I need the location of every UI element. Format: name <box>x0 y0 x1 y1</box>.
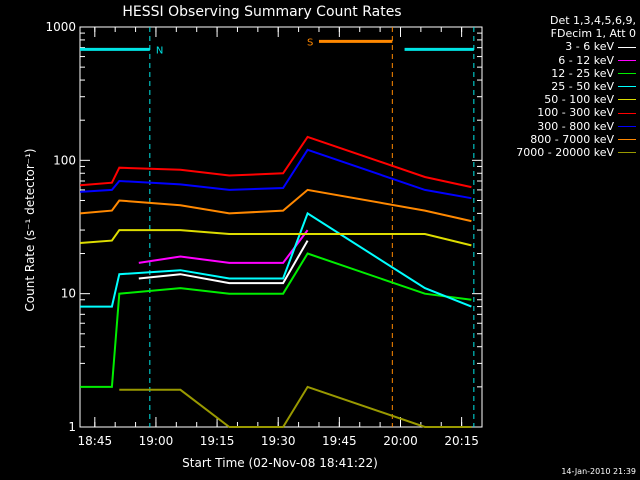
series-line <box>80 252 472 388</box>
y-tick-label: 1000 <box>45 20 76 34</box>
legend-header: FDecim 1, Att 0 <box>550 27 636 41</box>
legend-swatch <box>618 152 636 154</box>
legend-header: Det 1,3,4,5,6,9, <box>549 14 636 27</box>
series-line <box>80 135 472 189</box>
legend-swatch <box>618 86 636 88</box>
legend-label: 25 - 50 keV <box>551 80 614 94</box>
legend-entry: 100 - 300 keV <box>486 106 636 119</box>
generation-timestamp: 14-Jan-2010 21:39 <box>561 467 636 476</box>
x-tick-label: 20:00 <box>383 434 418 448</box>
legend-label: 3 - 6 keV <box>565 40 614 54</box>
series-line <box>80 148 472 200</box>
legend-entry: 300 - 800 keV <box>486 120 636 133</box>
y-tick-label: 1 <box>68 420 76 434</box>
legend-label: 6 - 12 keV <box>558 53 614 67</box>
legend-entry: 7000 - 20000 keV <box>486 146 636 159</box>
legend-label: 800 - 7000 keV <box>530 132 614 146</box>
series-line <box>119 385 472 428</box>
legend-swatch <box>618 125 636 127</box>
x-tick-label: 19:30 <box>261 434 296 448</box>
flag-label: S <box>307 37 313 48</box>
legend-entry: 25 - 50 keV <box>486 80 636 93</box>
legend-label: 50 - 100 keV <box>544 93 614 107</box>
series-line <box>138 229 309 264</box>
legend-swatch <box>618 112 636 114</box>
x-tick-label: 20:15 <box>444 434 479 448</box>
legend-label: 12 - 25 keV <box>551 66 614 80</box>
legend-swatch <box>618 138 636 140</box>
legend-entry: 6 - 12 keV <box>486 54 636 67</box>
x-tick-label: 19:45 <box>322 434 357 448</box>
series-line <box>80 211 472 308</box>
y-tick-label: 100 <box>53 153 76 167</box>
legend-swatch <box>618 46 636 48</box>
series-line <box>80 229 472 247</box>
series-line <box>138 240 309 285</box>
legend-label: 300 - 800 keV <box>537 119 614 133</box>
x-tick-label: 18:45 <box>78 434 113 448</box>
chart-title: HESSI Observing Summary Count Rates <box>122 4 401 20</box>
legend-swatch <box>618 59 636 61</box>
y-axis-label: Count Rate (s⁻¹ detector⁻¹) <box>23 148 37 311</box>
plot-axes: 1 10 100 1000 18:45 19:00 19:15 19:30 19:45 20:00… <box>45 20 483 448</box>
legend-swatch <box>618 72 636 74</box>
legend-entry: 50 - 100 keV <box>486 93 636 106</box>
x-axis-label: Start Time (02-Nov-08 18:41:22) <box>182 456 378 470</box>
plot-marks: NS <box>80 27 475 428</box>
legend-entry: 800 - 7000 keV <box>486 133 636 146</box>
flag-label: N <box>156 45 163 56</box>
x-tick-label: 19:15 <box>200 434 235 448</box>
x-tick-label: 19:00 <box>139 434 174 448</box>
legend-swatch <box>618 99 636 101</box>
legend-entry: 3 - 6 keV <box>486 40 636 53</box>
legend-entry: 12 - 25 keV <box>486 67 636 80</box>
legend-label: 7000 - 20000 keV <box>516 146 614 160</box>
legend-label: 100 - 300 keV <box>537 106 614 120</box>
y-tick-label: 10 <box>61 287 76 301</box>
series-line <box>80 188 472 223</box>
plot-frame <box>79 26 483 428</box>
